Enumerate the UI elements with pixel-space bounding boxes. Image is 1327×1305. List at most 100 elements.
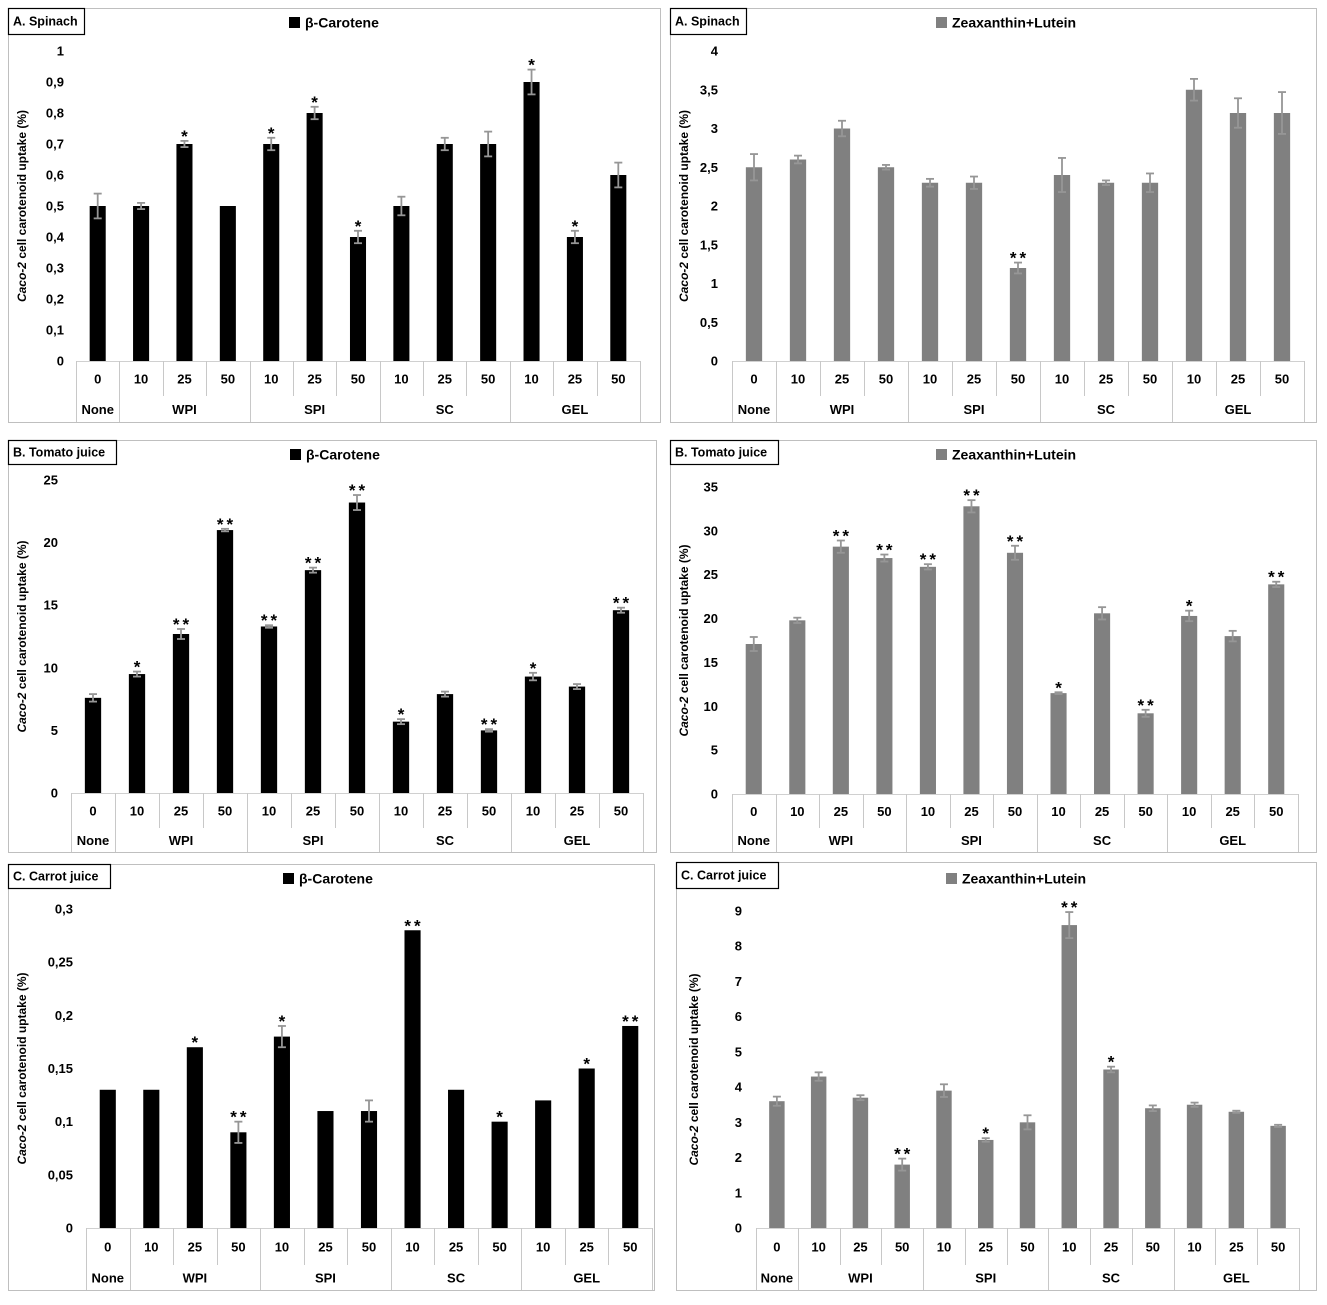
x-tick-label: 50	[1271, 1240, 1285, 1255]
y-tick-label: 5	[711, 743, 718, 758]
bar	[349, 237, 367, 361]
x-tick-label: 50	[895, 1240, 909, 1255]
bar	[1006, 552, 1024, 794]
error-bar	[1190, 78, 1198, 102]
bar	[769, 1101, 785, 1228]
significance-marker: **	[894, 1145, 913, 1164]
error-bar	[898, 1157, 907, 1172]
x-tick-label: 50	[1138, 804, 1152, 819]
panel-frame	[670, 440, 1317, 853]
y-tick-label: 0	[57, 354, 64, 369]
bar	[1053, 175, 1071, 361]
bar	[404, 930, 421, 1228]
y-tick-label: 2	[735, 1150, 742, 1165]
bar	[360, 1111, 378, 1228]
error-bar	[838, 119, 846, 138]
x-tick-label: 10	[1187, 1240, 1201, 1255]
x-group-label: SPI	[975, 1271, 996, 1286]
significance-marker: **	[833, 527, 852, 546]
bar	[273, 1036, 290, 1228]
x-group-label: GEL	[564, 833, 591, 848]
x-tick-label: 25	[579, 1240, 593, 1255]
panel-label-box	[7, 439, 118, 466]
x-tick-label: 10	[791, 372, 805, 387]
x-tick-label: 10	[1051, 804, 1065, 819]
x-tick-label: 50	[221, 372, 235, 387]
y-tick-label: 9	[735, 904, 742, 919]
y-tick-label: 0,3	[46, 261, 64, 276]
x-tick-label: 50	[218, 804, 232, 819]
x-group-label: SC	[1102, 1271, 1121, 1286]
significance-marker: **	[920, 550, 939, 569]
x-tick-label: 50	[1011, 372, 1025, 387]
error-bar	[221, 527, 229, 533]
x-tick-label: 0	[750, 372, 757, 387]
x-tick-label: 10	[275, 1240, 289, 1255]
panel-label-box	[7, 863, 112, 890]
y-axis-label: Caco-2 cell carotenoid uptake (%)	[15, 110, 29, 302]
error-bar	[573, 683, 581, 690]
error-bar	[1185, 609, 1194, 623]
x-group-label: None	[738, 402, 771, 417]
bar	[1097, 182, 1115, 361]
significance-marker: **	[622, 1012, 641, 1031]
error-bar	[1107, 1065, 1116, 1074]
x-tick-label: 50	[1146, 1240, 1160, 1255]
x-tick-label: 10	[134, 372, 148, 387]
error-bar	[1272, 580, 1281, 588]
legend-swatch	[283, 873, 294, 884]
x-tick-label: 25	[177, 372, 191, 387]
error-bar	[1102, 179, 1110, 186]
x-tick-label: 25	[188, 1240, 202, 1255]
significance-marker: *	[528, 56, 538, 75]
error-bar	[527, 68, 536, 96]
error-bar	[1146, 172, 1154, 193]
error-bar	[967, 499, 976, 514]
x-tick-label: 50	[879, 372, 893, 387]
y-tick-label: 2	[711, 199, 718, 214]
x-group-label: None	[77, 833, 110, 848]
x-group-label: None	[92, 1271, 125, 1286]
x-tick-label: 25	[438, 372, 452, 387]
significance-marker: **	[1007, 532, 1026, 551]
significance-marker: **	[305, 554, 324, 573]
bar	[919, 566, 936, 794]
error-bar	[1011, 544, 1019, 561]
legend-swatch	[936, 17, 947, 28]
bar	[436, 144, 453, 361]
error-bar	[277, 1025, 286, 1049]
panel-label: C. Carrot juice	[681, 869, 766, 883]
x-tick-label: 50	[877, 804, 891, 819]
x-tick-label: 25	[1231, 372, 1245, 387]
y-axis-label-text: cell carotenoid uptake (%)	[677, 110, 691, 259]
bar	[523, 82, 540, 361]
x-tick-label: 10	[526, 804, 540, 819]
y-tick-label: 0,1	[46, 323, 64, 338]
y-tick-label: 0,8	[46, 106, 64, 121]
bar	[1270, 1125, 1286, 1228]
bar	[1094, 613, 1111, 794]
bar	[1145, 1108, 1161, 1228]
error-bar	[614, 161, 623, 189]
y-axis-label: Caco-2 cell carotenoid uptake (%)	[15, 540, 29, 732]
y-tick-label: 20	[704, 611, 718, 626]
y-tick-label: 15	[704, 655, 718, 670]
y-tick-label: 0,15	[48, 1061, 73, 1076]
panel-label-box	[669, 7, 748, 36]
error-bar	[440, 136, 449, 152]
x-tick-label: 25	[568, 372, 582, 387]
legend-swatch	[289, 17, 300, 28]
bar	[128, 674, 146, 793]
x-tick-label: 10	[536, 1240, 550, 1255]
bar	[524, 676, 542, 793]
x-tick-label: 0	[104, 1240, 111, 1255]
error-bar	[1054, 691, 1063, 695]
bar	[921, 182, 939, 361]
x-tick-label: 50	[362, 1240, 376, 1255]
bar	[491, 1121, 508, 1228]
bar	[789, 159, 807, 361]
bar	[1103, 1069, 1119, 1228]
chart-panel: A. Spinach β-Carotene Caco-2 cell caroteno…	[7, 7, 661, 423]
bar	[612, 610, 630, 793]
